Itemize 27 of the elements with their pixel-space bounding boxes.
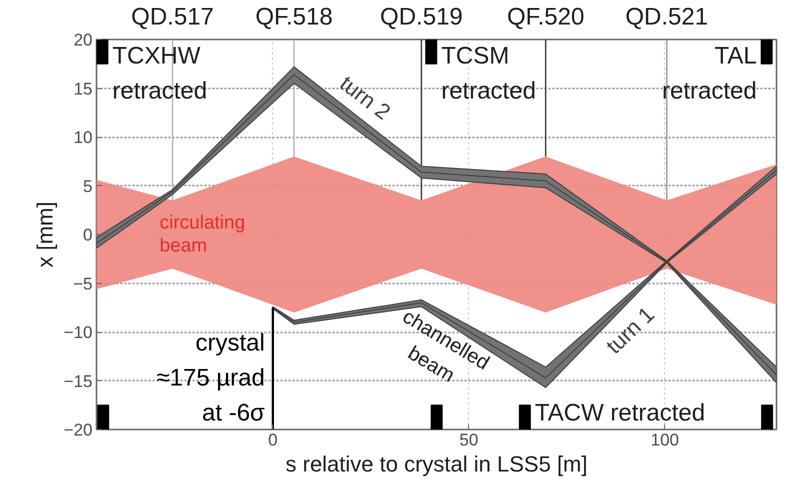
x-tick-label: 50	[459, 430, 478, 450]
ref-line-label: QF.520	[506, 4, 584, 30]
y-axis-title: x [mm]	[32, 201, 58, 268]
series-label: circulating beam	[160, 212, 246, 257]
text: turn 2	[335, 70, 396, 125]
x-tick-label: 100	[650, 430, 679, 450]
y-tick-label: 0	[83, 226, 93, 244]
ref-line-label: QF.518	[255, 4, 333, 30]
text: turn 1	[601, 302, 660, 359]
series-label: crystal ≈175 µrad at -6σ	[156, 329, 266, 426]
x-axis-title: s relative to crystal in LSS5 [m]	[286, 452, 588, 476]
x-tick-label: 0	[268, 430, 278, 450]
y-tick-label: 5	[83, 176, 93, 196]
annotation: TCSM retracted	[441, 42, 536, 105]
y-tick-label: 15	[74, 79, 93, 98]
ref-line-label: QD.519	[380, 4, 463, 30]
y-tick-label: −5	[73, 274, 93, 294]
annotation: TCXHW retracted	[112, 42, 208, 105]
y-tick-label: −20	[64, 420, 93, 440]
y-tick-label: 10	[74, 128, 93, 147]
y-tick-label: 20	[74, 30, 93, 50]
y-tick-label: −15	[64, 372, 93, 391]
annotation: TAL retracted	[662, 42, 757, 105]
ref-line-label: QD.521	[625, 4, 708, 30]
y-tick-label: −10	[64, 323, 93, 342]
ref-line-label: QD.517	[131, 4, 214, 30]
annotation: TACW retracted	[534, 400, 706, 426]
